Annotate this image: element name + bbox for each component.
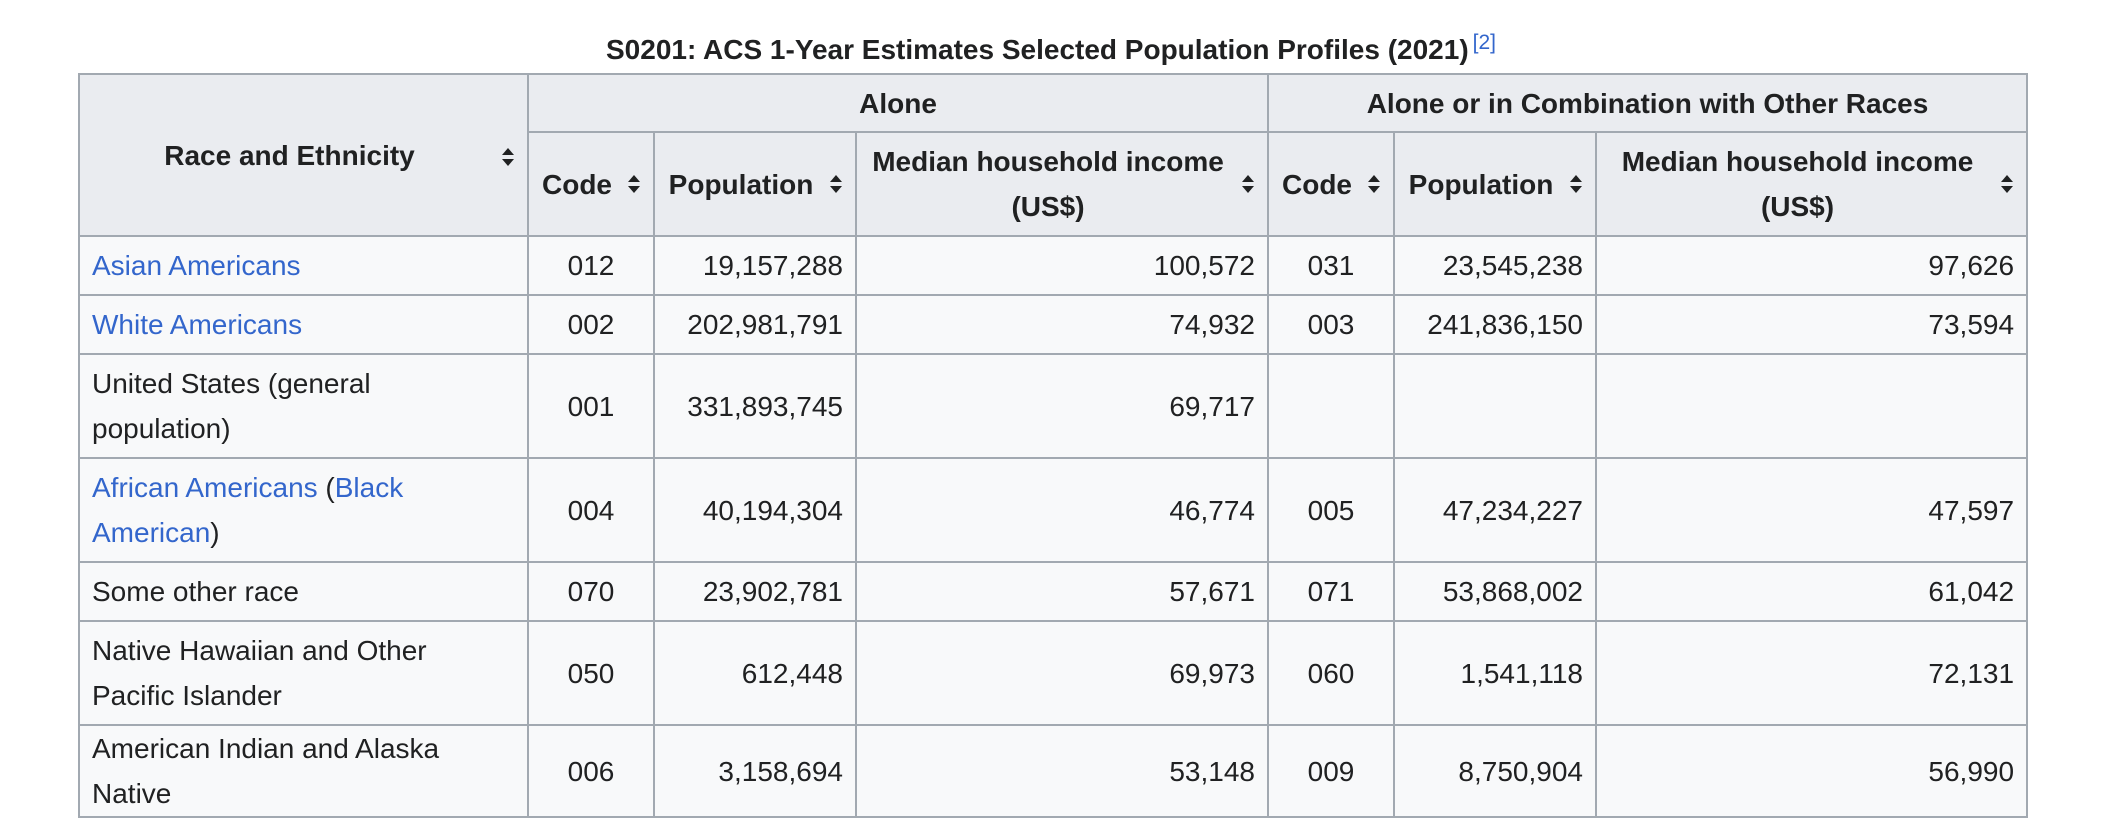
alone-income-cell: 69,973 [855, 620, 1269, 726]
group-header-row: Race and Ethnicity Alone Alone or in Com… [78, 73, 2029, 237]
combo-population-cell: 53,868,002 [1393, 561, 1597, 622]
combination-group-header: Alone or in Combination with Other Races [1266, 73, 2029, 133]
alone-code-cell: 050 [527, 620, 655, 726]
race-cell: United States (general population) [78, 353, 529, 459]
combo-code-cell: 031 [1267, 235, 1395, 296]
combo-population-cell: 1,541,118 [1393, 620, 1597, 726]
race-text: Native Hawaiian and Other Pacific Island… [92, 635, 427, 711]
combo-income-cell [1594, 353, 2029, 459]
combo-code-cell: 009 [1267, 724, 1395, 818]
combo-code-header[interactable]: Code [1267, 131, 1395, 237]
combo-population-header[interactable]: Population [1393, 131, 1597, 237]
alone-population-header[interactable]: Population [653, 131, 857, 237]
combo-income-cell: 97,626 [1594, 235, 2029, 296]
reference-link[interactable]: [2] [1472, 31, 1496, 54]
combo-income-cell: 61,042 [1594, 561, 2029, 622]
alone-income-cell: 57,671 [855, 561, 1269, 622]
combo-population-cell [1393, 353, 1597, 459]
combo-population-cell: 8,750,904 [1393, 724, 1597, 818]
combo-code-cell: 060 [1267, 620, 1395, 726]
combo-income-cell: 72,131 [1594, 620, 2029, 726]
sort-arrows-icon[interactable] [1569, 174, 1583, 194]
combo-population-cell: 23,545,238 [1393, 235, 1597, 296]
alone-population-cell: 331,893,745 [653, 353, 857, 459]
table-row: Asian Americans 012 19,157,288 100,572 031 23… [78, 235, 2029, 296]
race-text: Some other race [92, 576, 299, 607]
page: S0201: ACS 1-Year Estimates Selected Pop… [78, 30, 2029, 818]
alone-population-cell: 612,448 [653, 620, 857, 726]
table-row: White Americans 002 202,981,791 74,932 003 24… [78, 294, 2029, 355]
race-link[interactable]: Black American [92, 472, 404, 548]
table-caption: S0201: ACS 1-Year Estimates Selected Pop… [78, 30, 2024, 70]
sort-arrows-icon[interactable] [2000, 174, 2014, 194]
alone-code-header[interactable]: Code [527, 131, 655, 237]
combo-income-cell: 56,990 [1594, 724, 2029, 818]
sort-arrows-icon[interactable] [501, 147, 515, 167]
alone-income-cell: 69,717 [855, 353, 1269, 459]
race-cell: Asian Americans [78, 235, 529, 296]
race-cell: Some other race [78, 561, 529, 622]
reference-marker: [2] [1473, 31, 1496, 54]
sort-arrows-icon[interactable] [627, 174, 641, 194]
combo-code-cell: 003 [1267, 294, 1395, 355]
race-cell: American Indian and Alaska Native [78, 724, 529, 818]
race-link[interactable]: White Americans [92, 309, 303, 340]
race-link[interactable]: African Americans [92, 472, 318, 503]
alone-income-cell: 100,572 [855, 235, 1269, 296]
race-link[interactable]: Asian Americans [92, 250, 301, 281]
race-cell: Native Hawaiian and Other Pacific Island… [78, 620, 529, 726]
alone-code-cell: 002 [527, 294, 655, 355]
alone-income-header-label: Median household income (US$) [872, 146, 1224, 222]
combo-code-cell: 071 [1267, 561, 1395, 622]
race-text: United States (general population) [92, 368, 371, 444]
combo-income-cell: 73,594 [1594, 294, 2029, 355]
alone-code-cell: 001 [527, 353, 655, 459]
alone-population-cell: 23,902,781 [653, 561, 857, 622]
table-row: American Indian and Alaska Native 006 3,15… [78, 724, 2029, 818]
combo-code-header-label: Code [1282, 168, 1352, 200]
alone-population-cell: 202,981,791 [653, 294, 857, 355]
race-text: ) [210, 517, 220, 548]
combo-income-header-label: Median household income (US$) [1621, 146, 1974, 222]
alone-code-cell: 012 [527, 235, 655, 296]
sort-arrows-icon[interactable] [1367, 174, 1381, 194]
combo-code-cell: 005 [1267, 457, 1395, 563]
population-profiles-table: Race and Ethnicity Alone Alone or in Com… [78, 73, 2029, 818]
race-ethnicity-header[interactable]: Race and Ethnicity [78, 73, 529, 237]
combo-population-header-label: Population [1408, 168, 1554, 200]
alone-code-header-label: Code [542, 168, 612, 200]
sort-arrows-icon[interactable] [829, 174, 843, 194]
alone-group-header: Alone [527, 73, 1269, 133]
column-header-row: Code Population Median household income … [79, 131, 2029, 237]
alone-income-header[interactable]: Median household income (US$) [855, 131, 1269, 237]
combo-income-cell: 47,597 [1594, 457, 2029, 563]
alone-population-cell: 3,158,694 [653, 724, 857, 818]
table-body: Asian Americans 012 19,157,288 100,572 031 23… [78, 235, 2029, 818]
combo-population-cell: 241,836,150 [1393, 294, 1597, 355]
table-row: United States (general population) 001 331… [78, 353, 2029, 459]
combo-income-header[interactable]: Median household income (US$) [1594, 131, 2029, 237]
sort-arrows-icon[interactable] [1241, 174, 1255, 194]
race-text: ( [317, 472, 335, 503]
combo-code-cell [1267, 353, 1395, 459]
alone-population-cell: 40,194,304 [653, 457, 857, 563]
race-cell: African Americans (Black American) [78, 457, 529, 563]
alone-code-cell: 006 [527, 724, 655, 818]
alone-income-cell: 46,774 [855, 457, 1269, 563]
race-cell: White Americans [78, 294, 529, 355]
combo-population-cell: 47,234,227 [1393, 457, 1597, 563]
alone-population-cell: 19,157,288 [653, 235, 857, 296]
alone-code-cell: 070 [527, 561, 655, 622]
alone-income-cell: 74,932 [855, 294, 1269, 355]
table-row: African Americans (Black American) 004 40,… [78, 457, 2029, 563]
race-ethnicity-header-label: Race and Ethnicity [164, 139, 415, 171]
caption-title: S0201: ACS 1-Year Estimates Selected Pop… [606, 34, 1469, 65]
alone-population-header-label: Population [668, 168, 814, 200]
table-row: Native Hawaiian and Other Pacific Island… [78, 620, 2029, 726]
alone-income-cell: 53,148 [855, 724, 1269, 818]
alone-code-cell: 004 [527, 457, 655, 563]
race-text: American Indian and Alaska Native [92, 733, 440, 809]
table-row: Some other race 070 23,902,781 57,671 071 53,… [78, 561, 2029, 622]
